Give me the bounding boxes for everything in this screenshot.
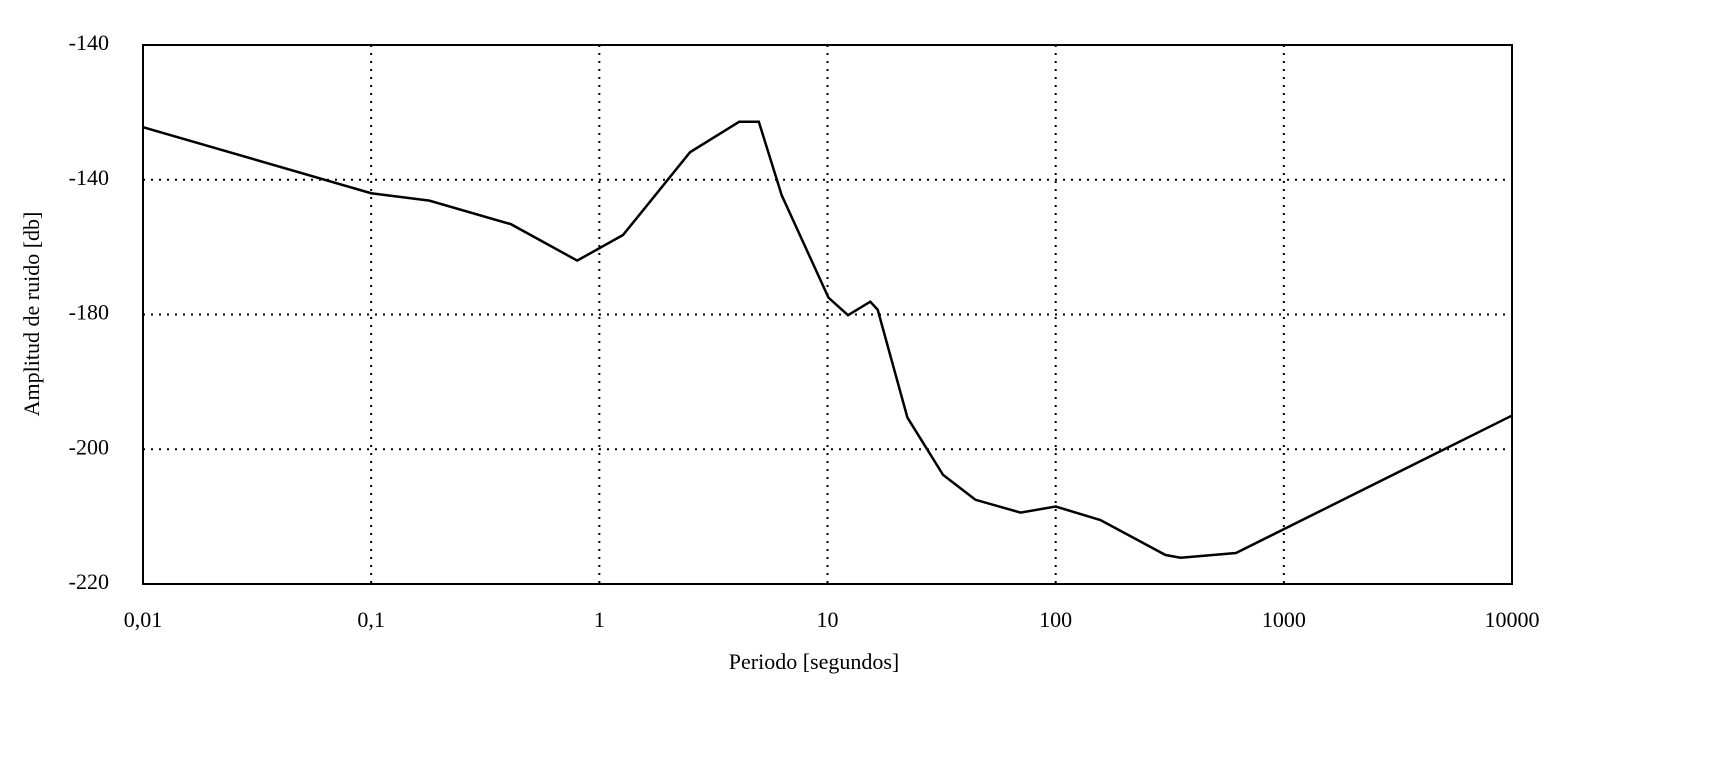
- plot-frame: [142, 44, 1513, 585]
- y-tick-label: -140: [69, 30, 109, 55]
- line: [142, 120, 1513, 559]
- y-tick-label: -220: [69, 569, 109, 594]
- y-tick-label: -140: [69, 165, 109, 190]
- y-tick-label: -200: [69, 434, 109, 459]
- y-axis-label: Amplitud de ruido [db]: [19, 212, 44, 417]
- x-tick-label: 1: [594, 607, 605, 632]
- y-tick-label: -180: [69, 300, 109, 325]
- x-tick-label: 10000: [1485, 607, 1540, 632]
- x-tick-label: 10: [817, 607, 839, 632]
- x-tick-label: 0,1: [357, 607, 385, 632]
- x-tick-label: 100: [1039, 607, 1072, 632]
- x-tick-label: 0,01: [124, 607, 163, 632]
- x-axis-label: Periodo [segundos]: [729, 649, 899, 674]
- x-tick-label: 1000: [1262, 607, 1306, 632]
